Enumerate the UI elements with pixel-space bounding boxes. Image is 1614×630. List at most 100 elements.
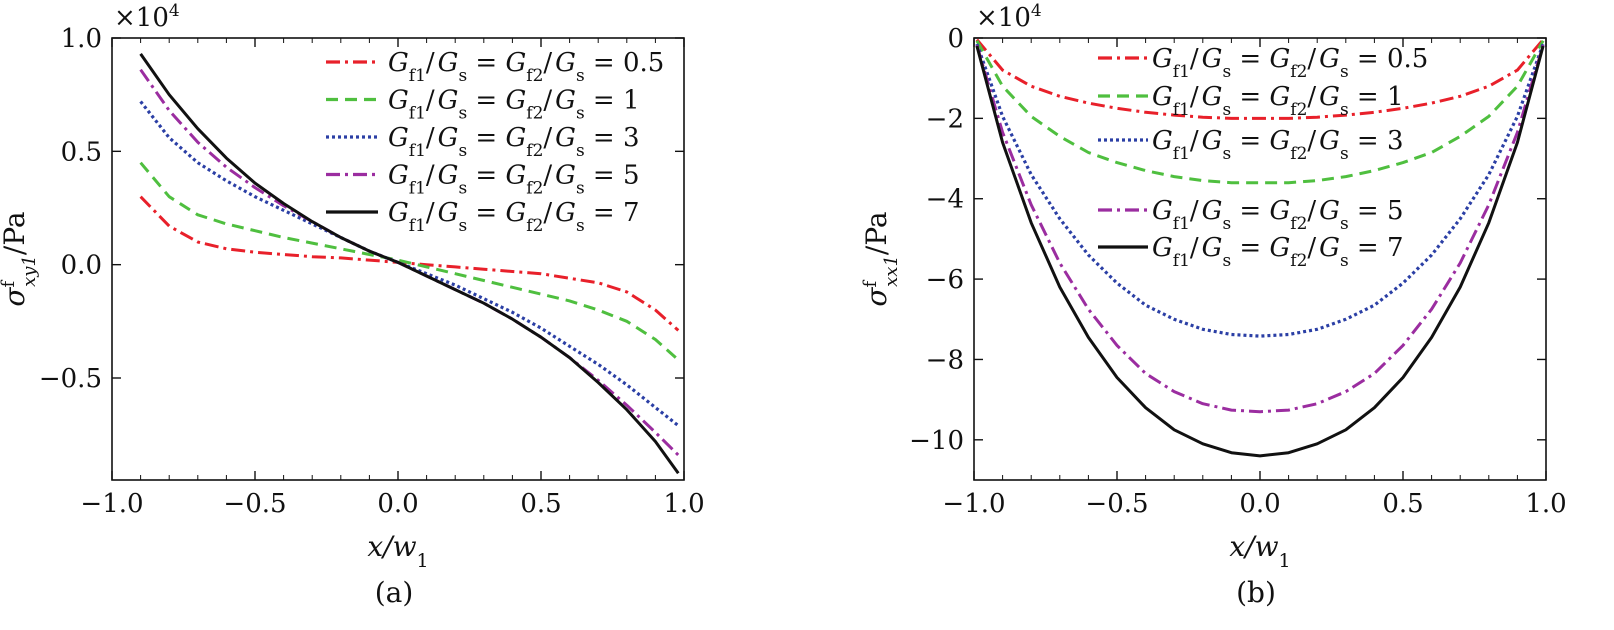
legend-g2: G — [438, 48, 459, 78]
legend-g1: G — [388, 198, 409, 228]
y-tick-label: −6 — [926, 265, 964, 295]
legend-s: s — [458, 141, 467, 161]
legend-slash2: / — [543, 161, 552, 191]
x-axis-label: x/w1 — [367, 530, 428, 572]
legend-g3: G — [1270, 44, 1291, 74]
legend-g1: G — [388, 48, 409, 78]
legend-eq: = — [467, 161, 505, 191]
legend-g2: G — [438, 161, 459, 191]
y-axis-label: σfxx1/Pa — [860, 211, 902, 306]
legend-slash2: / — [543, 48, 552, 78]
legend-s: s — [1222, 144, 1231, 164]
x-tick-label: 0.5 — [520, 489, 561, 519]
series-line-2 — [975, 40, 1545, 185]
x-tick-label: 1.0 — [1525, 489, 1566, 519]
y-axis-label-sup: f — [860, 280, 881, 288]
legend-f2: f2 — [1290, 100, 1307, 120]
y-tick-label: 0 — [947, 24, 964, 54]
y-tick-label: −10 — [909, 426, 964, 456]
legend-slash: / — [426, 86, 435, 116]
legend-s2: s — [576, 66, 585, 86]
legend-slash: / — [1190, 196, 1199, 226]
legend-f2: f2 — [1290, 62, 1307, 82]
legend-f1: f1 — [409, 104, 426, 124]
legend-g2: G — [438, 123, 459, 153]
legend-value: = 3 — [1349, 126, 1404, 156]
legend-slash2: / — [1307, 233, 1316, 263]
legend-slash2: / — [1307, 44, 1316, 74]
legend-s2: s — [576, 216, 585, 236]
legend-s2: s — [1340, 251, 1349, 271]
legend-label: Gf1/Gs = Gf2/Gs = 1 — [388, 86, 640, 124]
legend-g3: G — [1270, 126, 1291, 156]
series-line-5 — [975, 45, 1545, 458]
legend-value: = 0.5 — [585, 48, 665, 78]
legend-s2: s — [1340, 62, 1349, 82]
y-axis-label: σfxy1/Pa — [0, 211, 40, 306]
legend-f1: f1 — [1173, 251, 1190, 271]
legend-g1: G — [388, 161, 409, 191]
series-line-4 — [975, 44, 1545, 414]
legend-eq: = — [1231, 196, 1269, 226]
legend-value: = 0.5 — [1349, 44, 1429, 74]
y-exponent-base: ×10 — [114, 3, 169, 33]
y-axis-label-unit: /Pa — [0, 211, 31, 255]
legend-label: Gf1/Gs = Gf2/Gs = 1 — [1152, 82, 1404, 120]
legend-g1: G — [1152, 44, 1173, 74]
x-axis-label-sub: 1 — [1279, 550, 1291, 572]
y-tick-label: 1.0 — [61, 24, 102, 54]
legend-slash2: / — [1307, 126, 1316, 156]
legend-label: Gf1/Gs = Gf2/Gs = 5 — [1152, 196, 1404, 234]
legend-f2: f2 — [1290, 251, 1307, 271]
legend-g4: G — [1319, 233, 1340, 263]
legend-s2: s — [576, 104, 585, 124]
chart-panel-b: −1.0 −0.5 0.0 0.5 1.00−2−4−6−8−10×104x/w1σfx… — [860, 1, 1567, 609]
y-tick-label: 0.0 — [61, 251, 102, 281]
legend-s: s — [1222, 214, 1231, 234]
y-tick-label: −0.5 — [39, 364, 102, 394]
x-tick-label: −0.5 — [223, 489, 286, 519]
x-tick-label: 1.0 — [663, 489, 704, 519]
y-axis-label-sub: xx1 — [881, 255, 902, 287]
legend-slash2: / — [543, 86, 552, 116]
legend-slash2: / — [1307, 82, 1316, 112]
legend-g2: G — [1202, 196, 1223, 226]
legend-s: s — [1222, 62, 1231, 82]
legend-f1: f1 — [409, 141, 426, 161]
legend-g4: G — [1319, 126, 1340, 156]
legend-g1: G — [388, 86, 409, 116]
panel-caption: (a) — [375, 576, 414, 609]
legend-value: = 5 — [585, 161, 640, 191]
x-tick-label: −0.5 — [1085, 489, 1148, 519]
legend-value: = 3 — [585, 123, 640, 153]
legend-slash2: / — [543, 198, 552, 228]
legend-g3: G — [506, 161, 527, 191]
legend-g3: G — [1270, 196, 1291, 226]
legend-label: Gf1/Gs = Gf2/Gs = 0.5 — [1152, 44, 1428, 82]
legend-eq: = — [1231, 44, 1269, 74]
y-axis-label-sigma: σ — [0, 287, 31, 307]
legend-s: s — [1222, 251, 1231, 271]
legend-g2: G — [1202, 233, 1223, 263]
y-axis-label-sigma: σ — [860, 287, 893, 307]
legend-f2: f2 — [526, 216, 543, 236]
legend-f1: f1 — [1173, 144, 1190, 164]
legend-f2: f2 — [526, 104, 543, 124]
legend-g3: G — [1270, 233, 1291, 263]
legend-label: Gf1/Gs = Gf2/Gs = 3 — [388, 123, 640, 161]
x-tick-label: 0.0 — [1239, 489, 1280, 519]
legend-slash: / — [426, 48, 435, 78]
x-tick-label: 0.0 — [377, 489, 418, 519]
legend-g2: G — [1202, 126, 1223, 156]
y-exponent-base: ×10 — [976, 3, 1031, 33]
legend-slash2: / — [543, 123, 552, 153]
legend-s: s — [458, 216, 467, 236]
y-exponent-label: ×104 — [976, 1, 1042, 33]
legend-eq: = — [467, 198, 505, 228]
y-tick-label: 0.5 — [61, 137, 102, 167]
legend-g3: G — [506, 48, 527, 78]
x-axis-label-main: x/w — [1229, 530, 1278, 563]
legend-slash: / — [426, 198, 435, 228]
legend-g4: G — [1319, 196, 1340, 226]
